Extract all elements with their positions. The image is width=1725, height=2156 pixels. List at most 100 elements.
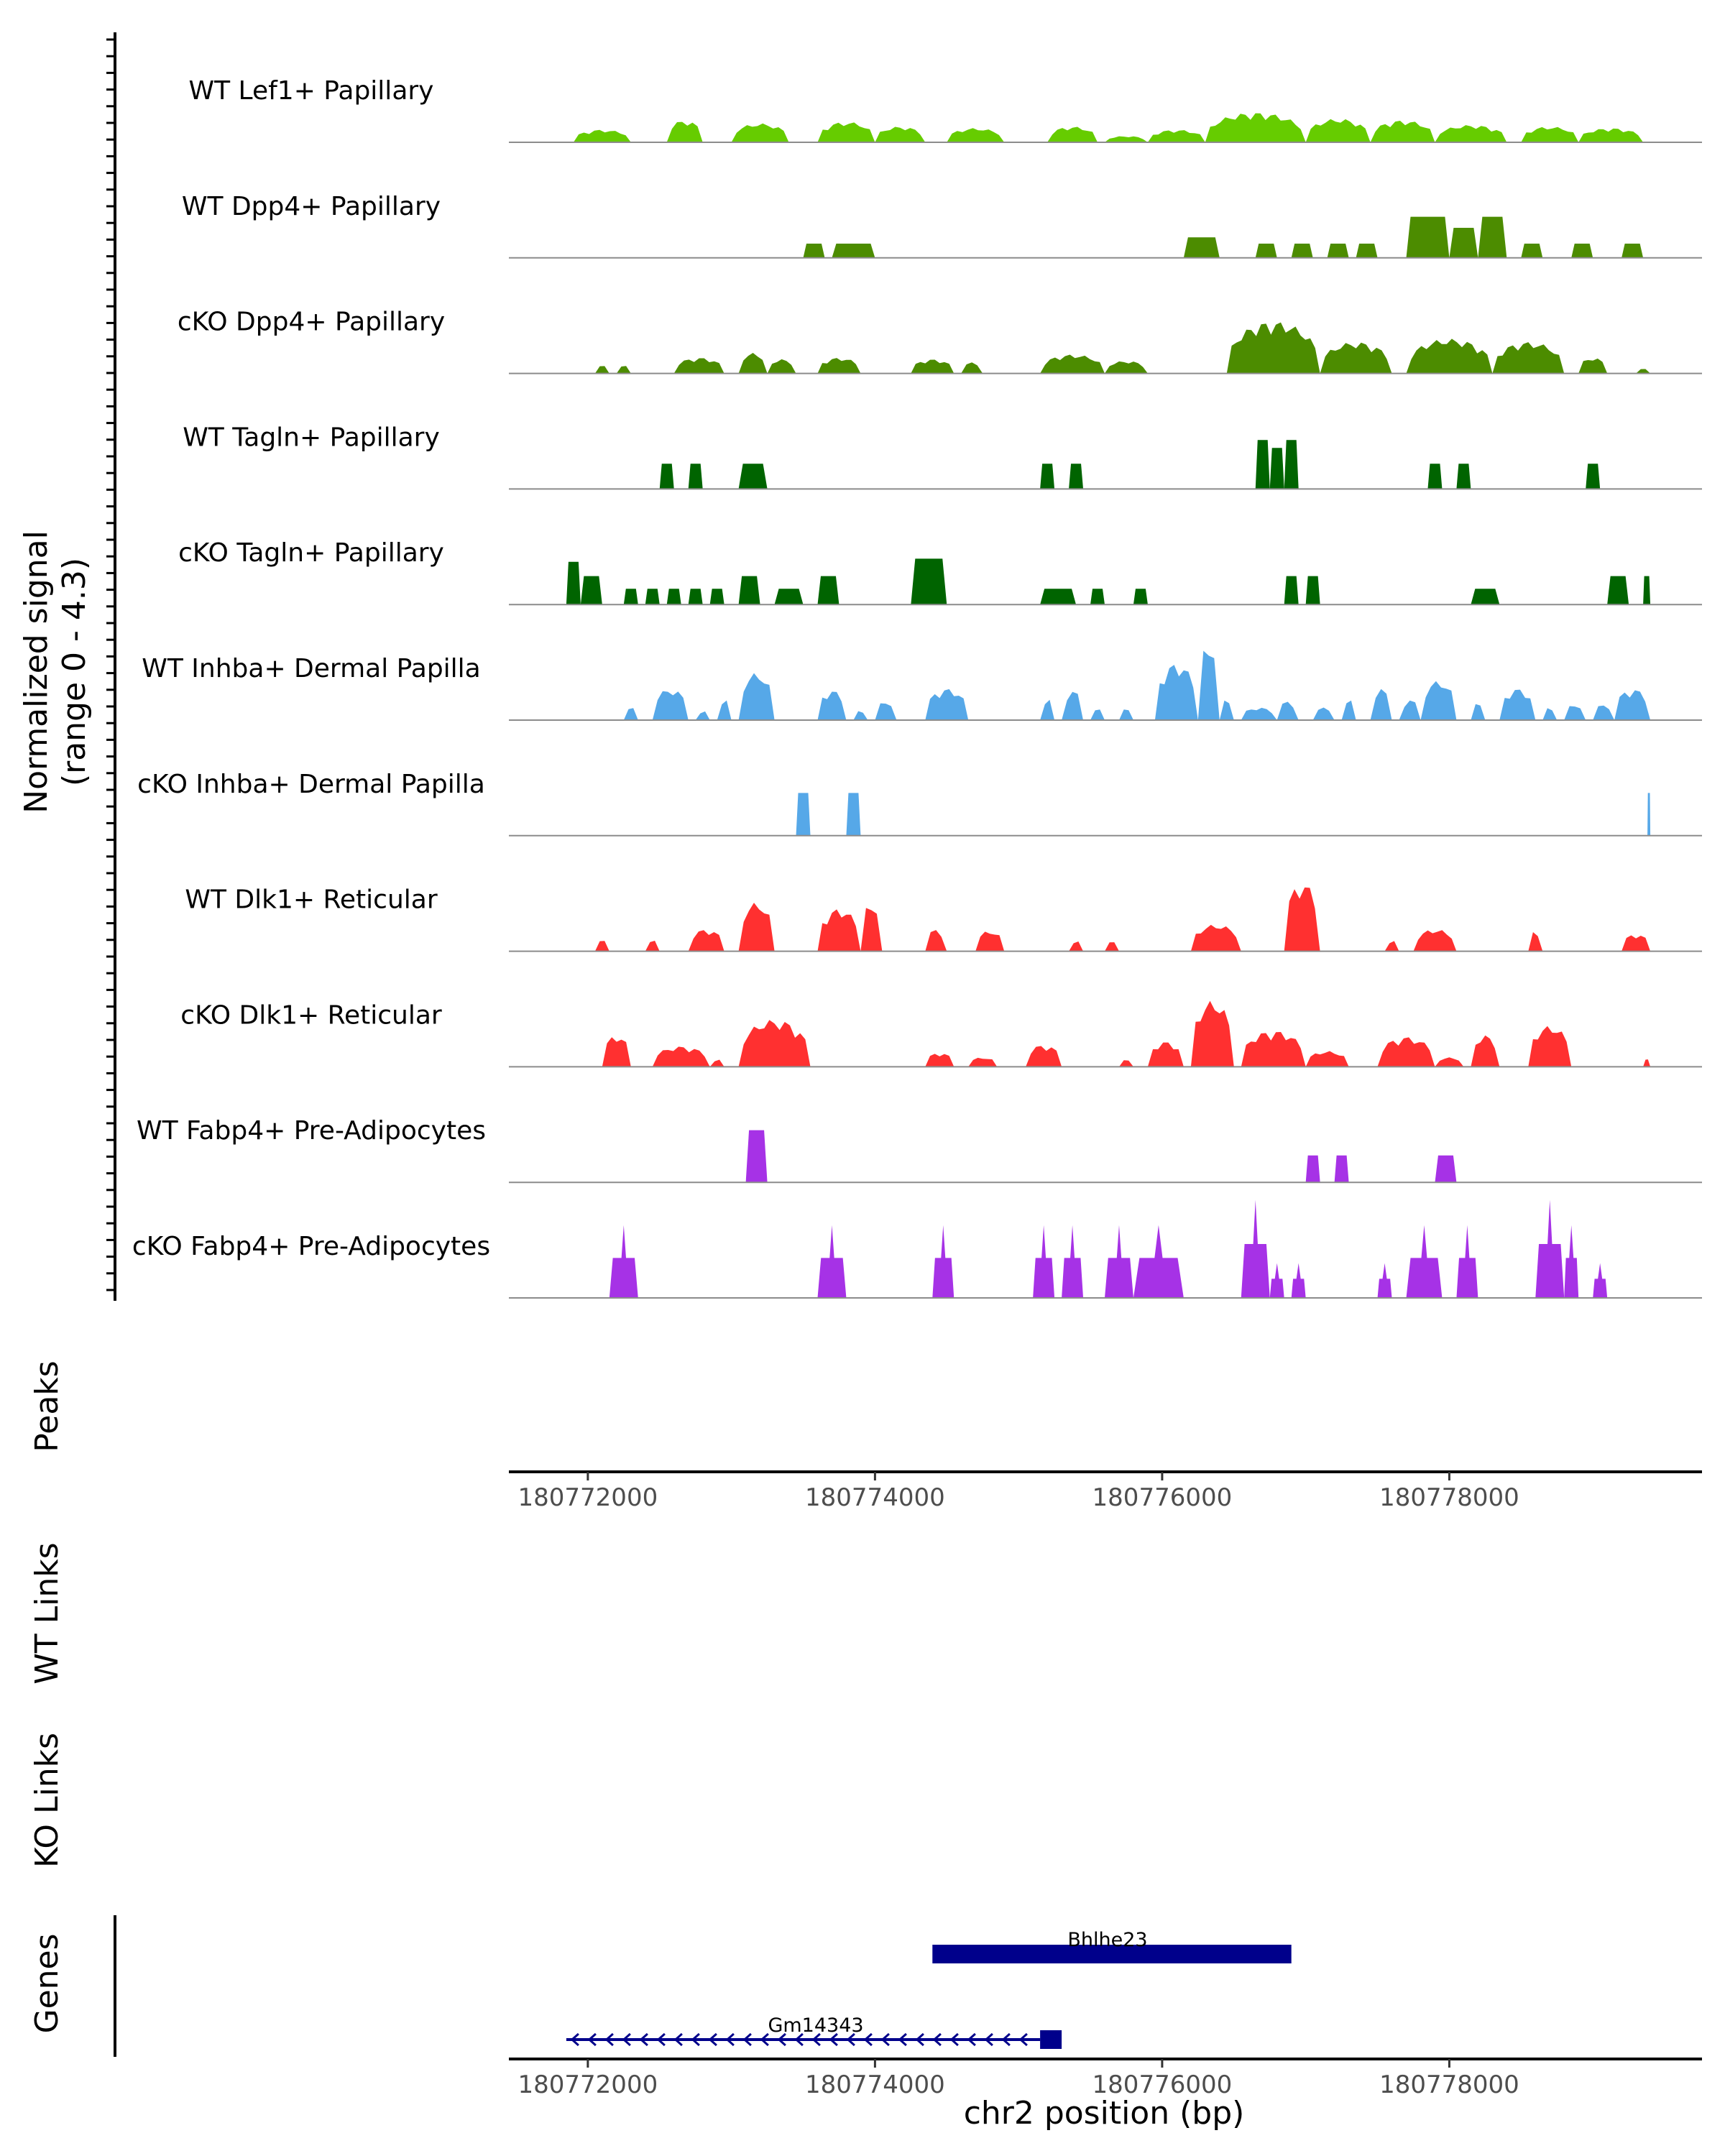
coverage-region (738, 1020, 811, 1067)
gene-exon (1040, 2030, 1062, 2049)
coverage-region (1320, 342, 1392, 374)
coverage-region (1062, 691, 1084, 720)
coverage-region (616, 366, 631, 374)
strand-arrow (570, 2032, 579, 2047)
coverage-region (1370, 688, 1392, 720)
track-label: cKO Dpp4+ Papillary (178, 308, 445, 337)
coverage-region (709, 1059, 724, 1067)
coverage-region (1105, 136, 1148, 142)
coverage-region (817, 1225, 847, 1298)
coverage-region (1069, 464, 1084, 489)
track-cko-inhba-dermal-papilla: cKO Inhba+ Dermal Papilla (137, 770, 1702, 837)
coverage-region (1133, 589, 1148, 605)
coverage-region (1147, 1042, 1184, 1067)
coverage-region (1183, 237, 1220, 258)
coverage-region (1033, 1225, 1055, 1298)
coverage-region (968, 1057, 998, 1067)
coverage-region (1219, 700, 1234, 720)
coverage-region (947, 128, 1005, 142)
coverage-region (925, 930, 947, 952)
track-cko-dpp4-papillary: cKO Dpp4+ Papillary (178, 308, 1702, 374)
coverage-region (1614, 690, 1651, 720)
coverage-region (1636, 369, 1651, 374)
track-label: cKO Dlk1+ Reticular (180, 1000, 442, 1030)
track-wt-lef1-papillary: WT Lef1+ Papillary (189, 76, 1702, 143)
coverage-region (1471, 704, 1486, 720)
track-wt-tagln-papillary: WT Tagln+ Papillary (183, 423, 1702, 490)
coverage-region (1284, 440, 1299, 489)
coverage-region (645, 589, 660, 605)
coverage-region (1456, 464, 1471, 489)
coverage-region (1269, 1263, 1284, 1298)
coverage-region (1535, 1199, 1565, 1298)
coverage-region (1578, 128, 1644, 142)
coverage-region (1069, 941, 1084, 952)
track-label: cKO Fabp4+ Pre-Adipocytes (132, 1232, 490, 1261)
x-tick-label: 180778000 (1379, 2070, 1519, 2099)
coverage-region (932, 1225, 954, 1298)
coverage-region (738, 673, 775, 720)
coverage-region (1420, 681, 1457, 720)
gene-label: Gm14343 (768, 2014, 863, 2037)
coverage-region (1197, 650, 1220, 720)
coverage-region (1643, 576, 1651, 605)
x-axes: 180772000 180774000 180776000 180778000 1807… (509, 1470, 1702, 2099)
coverage-region (1026, 1046, 1062, 1067)
coverage-region (666, 121, 703, 142)
wt-links-track-label: WT Links (29, 1542, 65, 1684)
coverage-region (1090, 589, 1105, 605)
coverage-region (1586, 464, 1601, 489)
strand-arrow (915, 2032, 924, 2047)
coverage-region (846, 793, 861, 836)
coverage-region (566, 561, 581, 605)
coverage-region (1190, 1000, 1234, 1067)
gene-label: Bhlhe23 (1067, 1929, 1147, 1951)
coverage-region (817, 576, 840, 605)
strand-arrow (708, 2032, 717, 2047)
track-label: WT Lef1+ Papillary (189, 76, 434, 106)
coverage-region (860, 908, 883, 952)
strand-arrow (1018, 2032, 1028, 2047)
coverage-region (875, 703, 897, 720)
peaks-x-axis: 180772000 180774000 180776000 180778000 (509, 1470, 1702, 1512)
strand-arrow (932, 2032, 942, 2047)
coverage-region (1370, 121, 1435, 142)
coverage-region (717, 700, 732, 720)
coverage-region (1284, 887, 1320, 952)
coverage-region (1521, 244, 1543, 258)
strand-arrow (898, 2032, 907, 2047)
coverage-region (1312, 707, 1335, 720)
coverage-region (1040, 589, 1077, 605)
gene-annotation-track: Bhlhe23 Gm14343 (566, 1929, 1292, 2049)
coverage-region (1478, 216, 1507, 258)
coverage-region (738, 464, 768, 489)
coverage-region (1105, 361, 1148, 374)
strand-arrow (656, 2032, 666, 2047)
coverage-region (1427, 464, 1443, 489)
strand-arrow (949, 2032, 959, 2047)
strand-arrow (622, 2032, 631, 2047)
coverage-region (602, 1037, 631, 1067)
track-label: WT Inhba+ Dermal Papilla (142, 654, 480, 683)
coverage-region (1118, 709, 1133, 720)
coverage-region (1040, 699, 1055, 720)
left-axes (106, 32, 116, 2057)
ko-links-track-label: KO Links (29, 1733, 65, 1868)
coverage-region (688, 464, 703, 489)
coverage-region (1040, 464, 1055, 489)
coverage-region (774, 589, 804, 605)
coverage-region (1356, 244, 1378, 258)
coverage-region (1291, 1263, 1306, 1298)
coverage-region (1205, 113, 1306, 142)
coverage-region (1528, 932, 1543, 952)
coverage-region (1105, 942, 1119, 952)
strand-arrow (777, 2032, 786, 2047)
coverage-region (645, 941, 660, 952)
coverage-region (1406, 338, 1493, 374)
strand-arrow (984, 2032, 993, 2047)
track-wt-dlk1-reticular: WT Dlk1+ Reticular (185, 885, 1702, 952)
track-label: WT Dlk1+ Reticular (185, 885, 437, 915)
coverage-region (652, 1046, 710, 1067)
strand-arrow (811, 2032, 821, 2047)
